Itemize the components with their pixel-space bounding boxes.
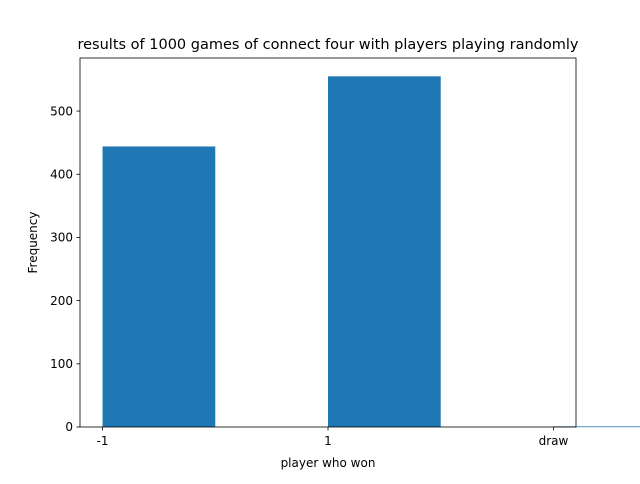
bar-1 <box>328 76 441 427</box>
plot-frame <box>79 57 577 428</box>
bars-group <box>102 76 640 428</box>
chart-title: results of 1000 games of connect four wi… <box>77 37 578 53</box>
x-axis: -1 1 draw <box>97 427 569 448</box>
y-tick-label: 0 <box>65 420 73 434</box>
y-tick-label: 100 <box>50 357 73 371</box>
y-tick-label: 500 <box>50 104 73 118</box>
y-tick-label: 400 <box>50 167 73 181</box>
y-axis: 0 100 200 300 400 500 <box>50 104 80 434</box>
bar-draw <box>553 426 640 428</box>
bar--1 <box>102 146 216 427</box>
x-tick-label: -1 <box>97 434 109 448</box>
y-tick-label: 200 <box>50 294 73 308</box>
y-axis-label: Frequency <box>26 212 40 274</box>
x-axis-label: player who won <box>281 456 376 470</box>
x-tick-label: draw <box>539 434 569 448</box>
y-tick-label: 300 <box>50 231 73 245</box>
x-tick-label: 1 <box>324 434 332 448</box>
